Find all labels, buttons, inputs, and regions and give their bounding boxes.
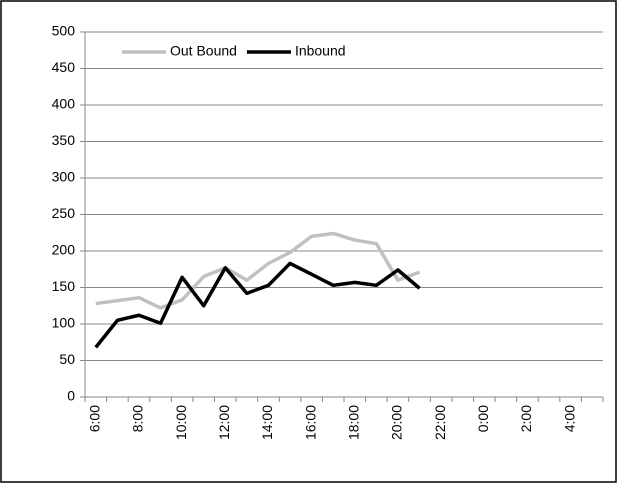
x-tick-label: 16:00 <box>302 405 318 440</box>
y-tick-label: 100 <box>52 315 76 331</box>
x-tick-label: 4:00 <box>561 405 577 432</box>
y-tick-label: 150 <box>52 278 76 294</box>
y-tick-label: 350 <box>52 132 76 148</box>
y-tick-label: 400 <box>52 96 76 112</box>
x-tick-label: 14:00 <box>259 405 275 440</box>
x-tick-label: 8:00 <box>130 405 146 432</box>
x-tick-label: 12:00 <box>216 405 232 440</box>
y-tick-label: 50 <box>59 351 75 367</box>
line-series <box>94 261 421 349</box>
x-tick-label: 2:00 <box>518 405 534 432</box>
x-tick-label: 20:00 <box>389 405 405 440</box>
y-tick-label: 450 <box>52 59 76 75</box>
x-tick-label: 10:00 <box>173 405 189 440</box>
y-tick-label: 500 <box>52 23 76 39</box>
y-tick-label: 300 <box>52 169 76 185</box>
y-tick-label: 200 <box>52 242 76 258</box>
line-series <box>95 231 421 310</box>
y-tick-label: 0 <box>67 388 75 404</box>
x-tick-label: 18:00 <box>345 405 361 440</box>
x-tick-label: 0:00 <box>475 405 491 432</box>
y-tick-label: 250 <box>52 205 76 221</box>
x-tick-label: 6:00 <box>86 405 102 432</box>
x-tick-label: 22:00 <box>432 405 448 440</box>
legend-label: Out Bound <box>170 43 237 59</box>
legend-label: Inbound <box>295 43 346 59</box>
